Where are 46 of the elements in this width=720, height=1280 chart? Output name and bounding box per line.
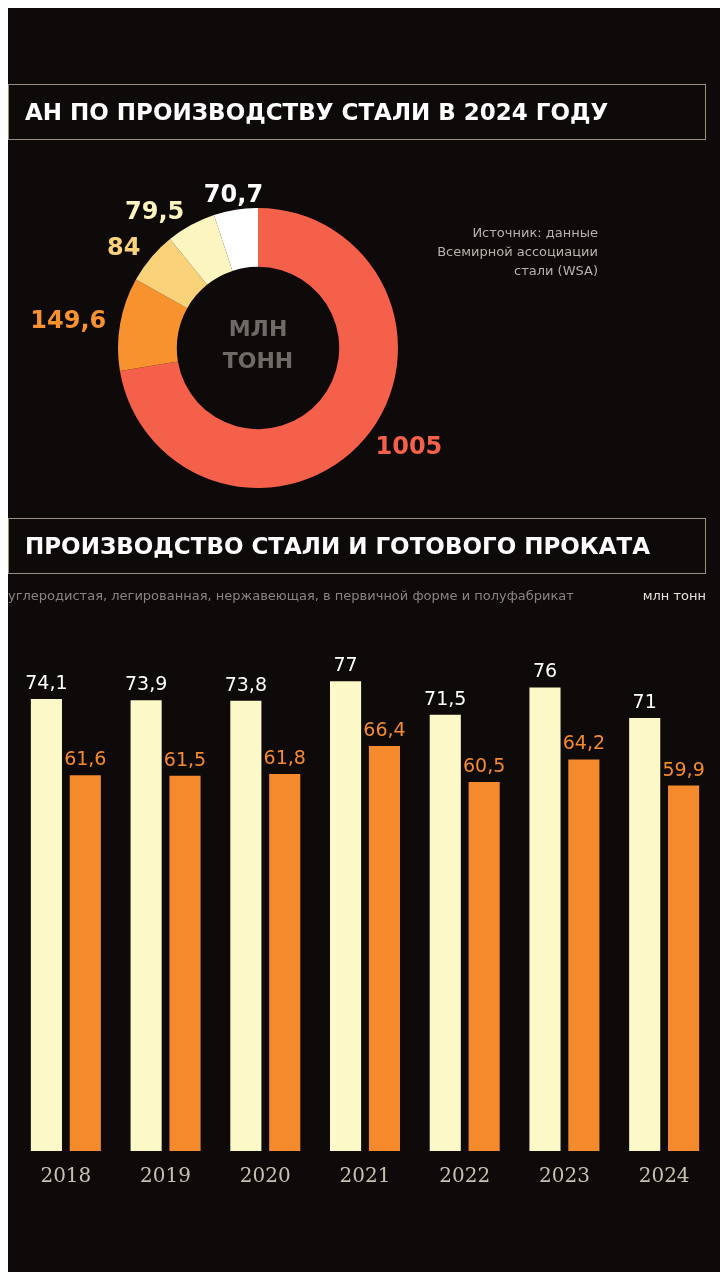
bar: [529, 687, 561, 1151]
bar: [429, 714, 461, 1151]
bar: [468, 781, 500, 1151]
bar: [30, 698, 62, 1151]
bar: [368, 745, 400, 1151]
y-axis-title: млн тонн: [642, 588, 706, 603]
text: Источник: данные Всемирной ассоциации стали (WSA): [436, 224, 598, 280]
data-label: 76: [532, 659, 558, 682]
chart-subtitle: углеродистая, легированная, нержавеющая, в первичной форме и полуфабрикат: [8, 588, 574, 603]
data-label: 79,5: [124, 197, 185, 226]
data-label: 61,5: [163, 747, 207, 770]
data-label: 73,9: [124, 672, 168, 695]
bar: [230, 700, 262, 1151]
x-tick-label: 2022: [439, 1163, 491, 1188]
bar: [169, 775, 201, 1151]
chart-title: АН ПО ПРОИЗВОДСТВУ СТАЛИ В 2024 ГОДУ: [8, 84, 706, 140]
data-label: 71: [632, 689, 657, 712]
chart-title: ПРОИЗВОДСТВО СТАЛИ И ГОТОВОГО ПРОКАТА: [8, 518, 706, 574]
data-label: 70,7: [203, 180, 264, 209]
data-label: 71,5: [424, 686, 467, 709]
data-label: 64,2: [562, 731, 606, 754]
data-label: 61,6: [64, 747, 107, 770]
text: МЛН ТОНН: [222, 316, 294, 373]
bar: [629, 717, 661, 1151]
x-tick-label: 2019: [140, 1163, 192, 1188]
data-label: 84: [106, 232, 141, 261]
x-tick-label: 2024: [638, 1163, 690, 1188]
data-label: 59,9: [662, 757, 705, 780]
x-tick-label: 2023: [538, 1163, 590, 1188]
data-label: 74,1: [25, 670, 68, 693]
data-label: 149,6: [30, 305, 107, 334]
data-label: 1005: [375, 431, 443, 460]
bar: [668, 785, 700, 1151]
data-label: 77: [333, 653, 358, 676]
data-label: 60,5: [463, 753, 506, 776]
bar: [69, 775, 101, 1151]
data-label: 66,4: [363, 717, 406, 740]
data-label: 73,8: [224, 672, 267, 695]
bar: [130, 700, 162, 1151]
x-tick-label: 2018: [40, 1163, 92, 1188]
x-tick-label: 2020: [239, 1163, 291, 1188]
bar: [269, 774, 301, 1151]
data-label: 61,8: [263, 746, 306, 769]
bar: [330, 681, 362, 1151]
bar: [568, 759, 600, 1151]
x-tick-label: 2021: [339, 1163, 391, 1188]
